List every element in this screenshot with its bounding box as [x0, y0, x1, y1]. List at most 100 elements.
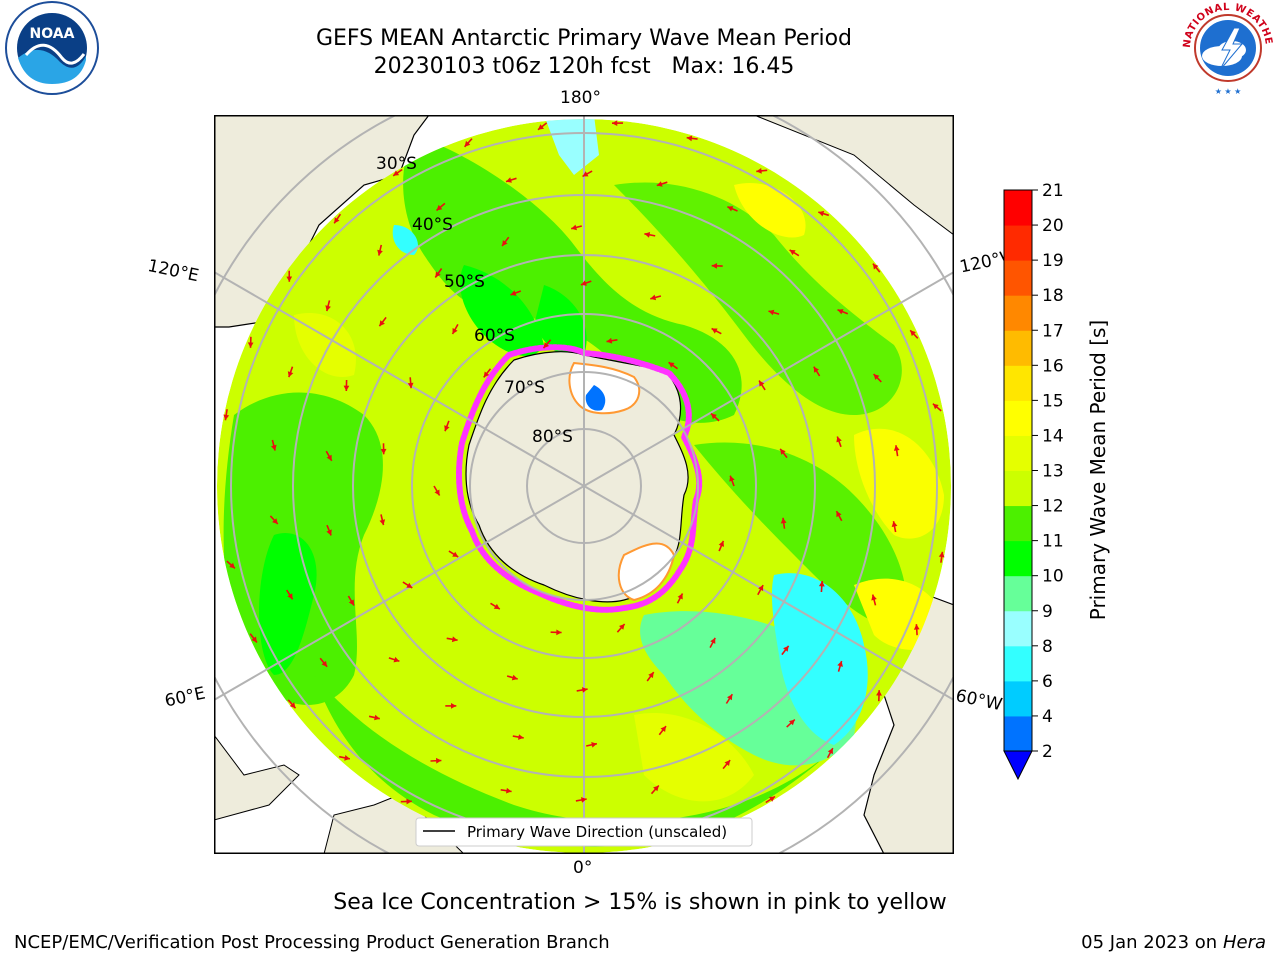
- wave-arrow-head: [644, 232, 651, 238]
- sea-ice: [456, 344, 703, 613]
- wave-arrow-head: [591, 742, 597, 748]
- colorbar-tick-label: 6: [1042, 672, 1053, 692]
- wave-arrow-head: [582, 171, 589, 177]
- wave-arrow-head: [872, 263, 879, 270]
- wave-arrow-head: [444, 425, 450, 432]
- wave-arrow-head: [788, 719, 795, 726]
- nws-logo: NATIONAL WEATHER SERVICE ★ ★ ★: [1172, 0, 1280, 104]
- colorbar-tick-label: 4: [1042, 707, 1053, 727]
- lat-label-50s: 50°S: [444, 272, 485, 292]
- colorbar-segment: [1004, 540, 1032, 577]
- wave-arrow-head: [348, 599, 354, 606]
- wave-arrow-head: [229, 562, 235, 569]
- colorbar-tick-label: 12: [1042, 497, 1064, 517]
- wave-arrow-head: [538, 124, 544, 130]
- wave-arrow-head: [818, 581, 825, 587]
- lat-label-30s: 30°S: [376, 154, 417, 174]
- wave-arrow-head: [272, 518, 278, 524]
- wave-arrow-head: [435, 271, 441, 278]
- wave-arrow-head: [913, 624, 920, 630]
- wave-arrow-head: [393, 656, 400, 663]
- wave-arrow-head: [677, 593, 683, 600]
- svg-text:★ ★ ★: ★ ★ ★: [1215, 87, 1242, 96]
- wave-arrow-head: [325, 305, 331, 312]
- wave-arrow-head: [780, 517, 787, 524]
- colorbar-segment: [1004, 435, 1032, 471]
- wave-arrow-head: [271, 444, 277, 451]
- wave-arrow-head: [543, 342, 550, 349]
- wave-arrow-head: [511, 674, 518, 681]
- wave-arrow-head: [893, 445, 900, 451]
- colorbar-tick-label: 10: [1042, 567, 1064, 587]
- colorbar-tick-label: 19: [1042, 251, 1064, 271]
- wave-arrow-head: [452, 551, 459, 557]
- wave-arrow-head: [932, 403, 939, 410]
- colorbar-tick-label: 18: [1042, 286, 1064, 306]
- wave-arrow-head: [287, 371, 294, 378]
- map-frame: [214, 115, 954, 854]
- colorbar-segment: [1004, 330, 1032, 366]
- colorbar-under-arrow: [1003, 750, 1033, 781]
- wave-arrow-head: [836, 436, 842, 443]
- colorbar-canvas: 2 4 6 8 9 10 11 12 13 14 15 16 17 18 19 20 21: [1003, 181, 1064, 781]
- colorbar-tick-label: 9: [1042, 602, 1053, 622]
- wave-arrow-head: [343, 385, 350, 391]
- wave-arrow-head: [768, 309, 775, 316]
- wave-arrow-head: [581, 687, 588, 693]
- colorbar-segment: [1004, 190, 1032, 226]
- wave-arrow-head: [334, 217, 340, 224]
- wave-arrow-head: [660, 726, 666, 732]
- colorbar: 2 4 6 8 9 10 11 12 13 14 15 16 17 18 19 20 21: [990, 180, 1120, 790]
- lon-label-120e: 120°E: [145, 256, 201, 287]
- wave-arrow-head: [510, 290, 517, 296]
- wave-arrow-head: [464, 140, 471, 147]
- legend-text: Primary Wave Direction (unscaled): [467, 823, 727, 841]
- wave-period-field: [217, 119, 951, 853]
- noaa-logo: NOAA: [0, 0, 104, 104]
- colorbar-tick-label: 13: [1042, 462, 1064, 482]
- longitude-gridlines: [213, 115, 955, 854]
- wave-arrow-head: [502, 240, 508, 246]
- footer-machine: Hera: [1222, 932, 1266, 953]
- wave-arrow-head: [711, 263, 718, 269]
- wave-arrow-head: [326, 529, 332, 536]
- wave-arrow-head: [656, 181, 663, 187]
- wave-arrow-head: [251, 636, 257, 643]
- footer-date-text: 05 Jan 2023 on: [1081, 932, 1223, 953]
- wave-arrow-head: [836, 511, 842, 518]
- wave-arrow-head: [380, 448, 387, 455]
- wave-arrow-head: [379, 320, 385, 327]
- wave-arrow-head: [783, 645, 789, 652]
- wave-arrow-head: [223, 414, 230, 421]
- colorbar-segment: [1004, 225, 1032, 261]
- wave-arrow-head: [619, 624, 625, 630]
- sea-ice-note: Sea Ice Concentration > 15% is shown in …: [333, 890, 947, 915]
- colorbar-tick-label: 21: [1042, 181, 1064, 201]
- wave-arrow-head: [571, 224, 577, 231]
- wave-arrow-head: [837, 661, 843, 667]
- lat-label-60s: 60°S: [474, 326, 515, 346]
- wave-arrow-head: [393, 170, 400, 176]
- colorbar-segment: [1004, 505, 1032, 542]
- wave-arrow-head: [321, 660, 328, 667]
- colorbar-segment: [1004, 680, 1032, 717]
- wave-arrow-head: [710, 637, 716, 644]
- chart-subtitle: 20230103 t06z 120h fcst Max: 16.45: [373, 54, 795, 79]
- wave-arrow-head: [827, 748, 833, 755]
- wave-arrow-head: [379, 519, 386, 526]
- colorbar-segment: [1004, 715, 1032, 752]
- polar-map: 30°S 40°S 50°S 60°S 70°S 80°S Primary Wa…: [167, 69, 1001, 903]
- colorbar-tick-label: 2: [1042, 742, 1053, 762]
- wave-arrow-head: [407, 382, 414, 389]
- wave-arrow-head: [650, 294, 657, 301]
- wave-arrow-head: [769, 796, 775, 802]
- colorbar-segment: [1004, 295, 1032, 331]
- lon-label-180: 180°: [560, 88, 601, 108]
- wave-arrow-head: [506, 787, 512, 794]
- wave-arrow-head: [377, 249, 383, 256]
- wave-arrow-head: [289, 702, 296, 709]
- footer-date: 05 Jan 2023 on Hera: [1081, 932, 1266, 953]
- wave-arrow-head: [374, 714, 380, 721]
- wave-arrow-head: [452, 328, 458, 334]
- wave-arrow-head: [938, 551, 945, 558]
